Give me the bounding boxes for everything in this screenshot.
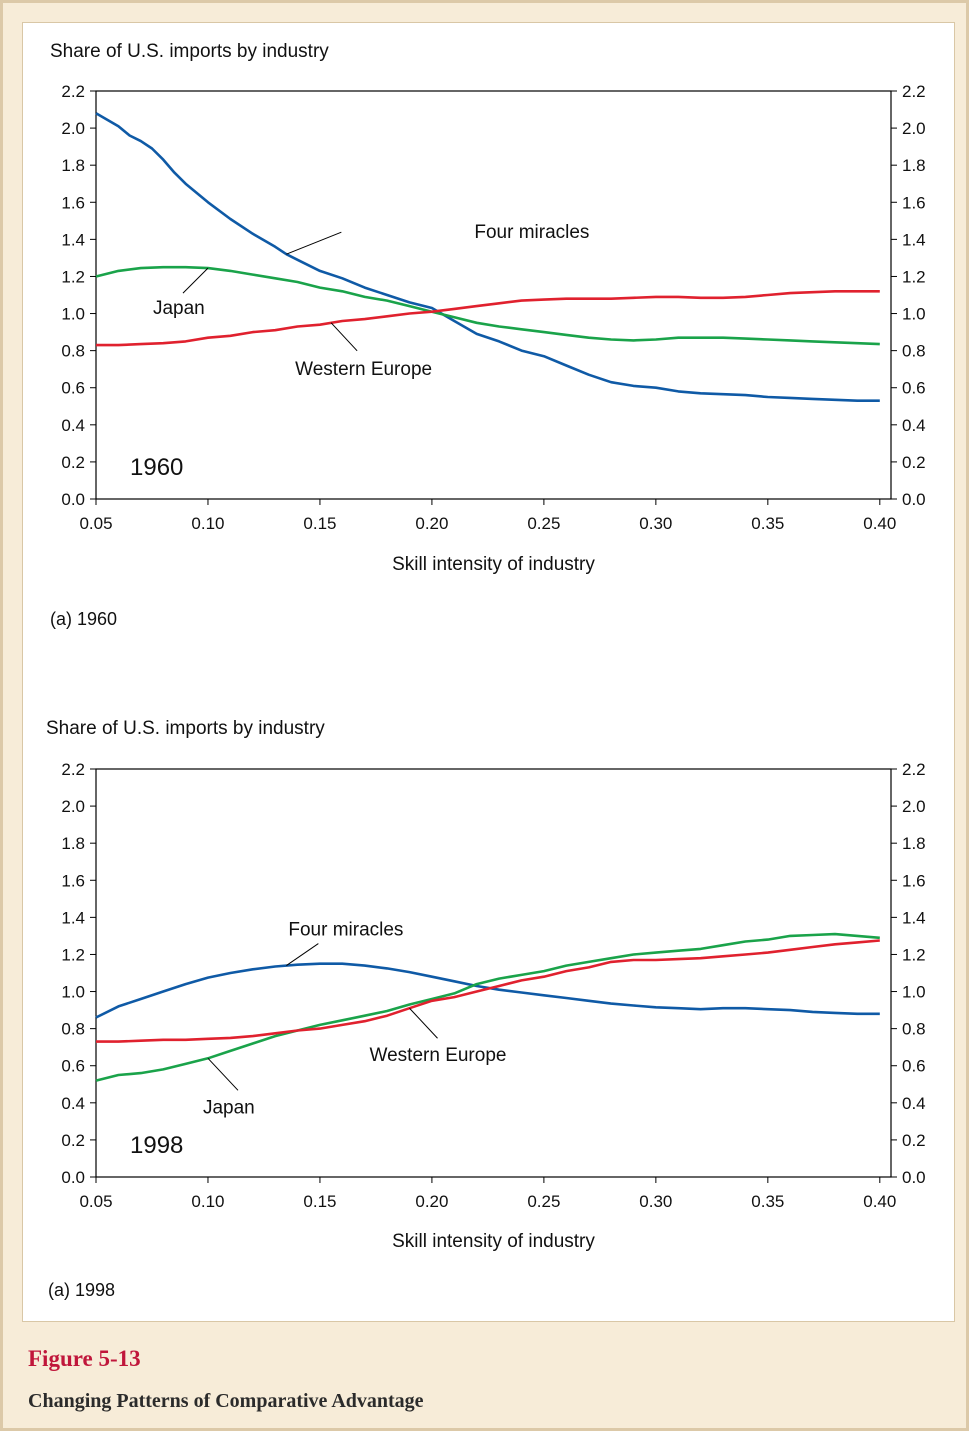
chart2-xtick-label: 0.15 bbox=[303, 1192, 336, 1211]
chart2-leader-western-europe bbox=[409, 1007, 438, 1039]
chart1-xtick-label: 0.10 bbox=[191, 514, 224, 533]
chart1-ytick-label-right: 0.0 bbox=[902, 490, 926, 509]
chart1-xtick-label: 0.30 bbox=[639, 514, 672, 533]
chart2-xtick-label: 0.10 bbox=[191, 1192, 224, 1211]
chart2-ytick-label-right: 1.2 bbox=[902, 945, 926, 964]
chart2-ytick-label-left: 0.2 bbox=[61, 1131, 85, 1150]
chart2-ylabel: Share of U.S. imports by industry bbox=[46, 718, 325, 739]
chart1-leader-japan bbox=[182, 267, 209, 294]
chart1-xtick-label: 0.05 bbox=[79, 514, 112, 533]
chart1-ytick-label-right: 1.2 bbox=[902, 267, 926, 286]
chart2-ytick-label-left: 1.6 bbox=[61, 871, 85, 890]
chart2-ytick-label-left: 0.4 bbox=[61, 1094, 85, 1113]
chart2-ytick-label-left: 0.6 bbox=[61, 1057, 85, 1076]
chart1-plot-frame bbox=[95, 90, 892, 500]
chart2-xtick-label: 0.25 bbox=[527, 1192, 560, 1211]
chart1-ytick-label-right: 2.0 bbox=[902, 119, 926, 138]
chart2-ytick-label-right: 2.0 bbox=[902, 797, 926, 816]
chart2-annotation-four-miracles: Four miracles bbox=[288, 920, 403, 941]
chart1-ytick-label-left: 1.2 bbox=[61, 267, 85, 286]
chart1-ytick-label-left: 2.2 bbox=[61, 82, 85, 101]
chart1-ytick-label-right: 1.0 bbox=[902, 305, 926, 324]
chart1-annotation-western-europe: Western Europe bbox=[295, 359, 432, 380]
chart1-ytick-label-left: 1.4 bbox=[61, 230, 85, 249]
chart1-xtick-label: 0.20 bbox=[415, 514, 448, 533]
chart1-xtick-label: 0.15 bbox=[303, 514, 336, 533]
chart1-xlabel: Skill intensity of industry bbox=[392, 554, 595, 575]
chart1-ytick-label-right: 0.8 bbox=[902, 342, 926, 361]
chart1-annotation-four-miracles: Four miracles bbox=[474, 222, 589, 243]
chart2-ytick-label-right: 0.2 bbox=[902, 1131, 926, 1150]
chart1-annotation-japan: Japan bbox=[153, 298, 205, 319]
chart2-xtick-label: 0.05 bbox=[79, 1192, 112, 1211]
chart1-series-japan bbox=[95, 265, 880, 346]
chart2-xtick-label: 0.30 bbox=[639, 1192, 672, 1211]
chart1-leader-western-europe bbox=[330, 322, 358, 352]
chart1-leader-four-miracles bbox=[286, 231, 342, 255]
chart2-leader-japan bbox=[207, 1057, 239, 1091]
chart2-ytick-label-right: 2.2 bbox=[902, 760, 926, 779]
chart1-ytick-label-right: 1.4 bbox=[902, 230, 926, 249]
chart2-ytick-label-left: 1.4 bbox=[61, 908, 85, 927]
chart1-ytick-label-left: 1.8 bbox=[61, 156, 85, 175]
chart1-ytick-label-right: 2.2 bbox=[902, 82, 926, 101]
chart1-ytick-label-left: 2.0 bbox=[61, 119, 85, 138]
chart1-ytick-label-left: 1.0 bbox=[61, 305, 85, 324]
chart2-xtick-label: 0.35 bbox=[751, 1192, 784, 1211]
chart2-series-four-miracles bbox=[95, 962, 880, 1019]
chart2-annotation-japan: Japan bbox=[203, 1097, 255, 1118]
chart2-ytick-label-right: 0.8 bbox=[902, 1020, 926, 1039]
chart1-subcaption: (a) 1960 bbox=[50, 609, 117, 629]
chart1-series-four-miracles bbox=[95, 112, 880, 402]
chart2-annotation-western-europe: Western Europe bbox=[370, 1045, 507, 1066]
chart1-xtick-label: 0.25 bbox=[527, 514, 560, 533]
chart2-ytick-label-right: 0.0 bbox=[902, 1168, 926, 1187]
chart2-ytick-label-left: 2.2 bbox=[61, 760, 85, 779]
chart2-ytick-label-right: 1.8 bbox=[902, 834, 926, 853]
chart1-ytick-label-right: 1.6 bbox=[902, 193, 926, 212]
chart1-ytick-label-left: 1.6 bbox=[61, 193, 85, 212]
chart2-ytick-label-left: 1.0 bbox=[61, 983, 85, 1002]
chart2-ytick-label-right: 0.6 bbox=[902, 1057, 926, 1076]
chart2-plot-frame bbox=[95, 768, 892, 1178]
chart2-ytick-label-left: 1.2 bbox=[61, 945, 85, 964]
chart1-xtick-label: 0.35 bbox=[751, 514, 784, 533]
chart2-leader-four-miracles bbox=[286, 943, 319, 966]
chart2-ytick-label-left: 1.8 bbox=[61, 834, 85, 853]
chart1-ylabel: Share of U.S. imports by industry bbox=[50, 41, 329, 62]
chart2-ytick-label-left: 0.8 bbox=[61, 1020, 85, 1039]
chart2-xtick-label: 0.40 bbox=[863, 1192, 896, 1211]
chart2-ytick-label-right: 1.0 bbox=[902, 983, 926, 1002]
figure-title: Changing Patterns of Comparative Advanta… bbox=[28, 1390, 424, 1412]
chart2-year-label: 1998 bbox=[130, 1132, 183, 1159]
chart2-xtick-label: 0.20 bbox=[415, 1192, 448, 1211]
chart1-xtick-label: 0.40 bbox=[863, 514, 896, 533]
chart2-xlabel: Skill intensity of industry bbox=[392, 1231, 595, 1252]
chart2-series-western-europe bbox=[96, 939, 880, 1043]
chart1-ytick-label-left: 0.8 bbox=[61, 342, 85, 361]
figure-number: Figure 5-13 bbox=[28, 1346, 141, 1371]
chart2-series-japan bbox=[95, 932, 880, 1082]
chart1-ytick-label-right: 0.4 bbox=[902, 416, 926, 435]
chart1-ytick-label-left: 0.2 bbox=[61, 453, 85, 472]
chart1-year-label: 1960 bbox=[130, 454, 183, 481]
chart2-ytick-label-right: 1.6 bbox=[902, 871, 926, 890]
chart1-ytick-label-left: 0.4 bbox=[61, 416, 85, 435]
chart1-series-western-europe bbox=[96, 290, 880, 347]
figure-panel: Share of U.S. imports by industry 0.0 0.0 0… bbox=[22, 22, 955, 1322]
chart2-ytick-label-left: 2.0 bbox=[61, 797, 85, 816]
chart2-subcaption: (a) 1998 bbox=[48, 1280, 115, 1300]
chart2-ytick-label-left: 0.0 bbox=[61, 1168, 85, 1187]
chart2-ytick-label-right: 0.4 bbox=[902, 1094, 926, 1113]
chart1-ytick-label-right: 0.6 bbox=[902, 379, 926, 398]
chart1-ytick-label-left: 0.6 bbox=[61, 379, 85, 398]
chart2-ytick-label-right: 1.4 bbox=[902, 908, 926, 927]
figure-charts: Share of U.S. imports by industry 0.0 0.0 0… bbox=[46, 41, 926, 1300]
chart1-ytick-label-right: 1.8 bbox=[902, 156, 926, 175]
chart1-ytick-label-left: 0.0 bbox=[61, 490, 85, 509]
chart1-ytick-label-right: 0.2 bbox=[902, 453, 926, 472]
